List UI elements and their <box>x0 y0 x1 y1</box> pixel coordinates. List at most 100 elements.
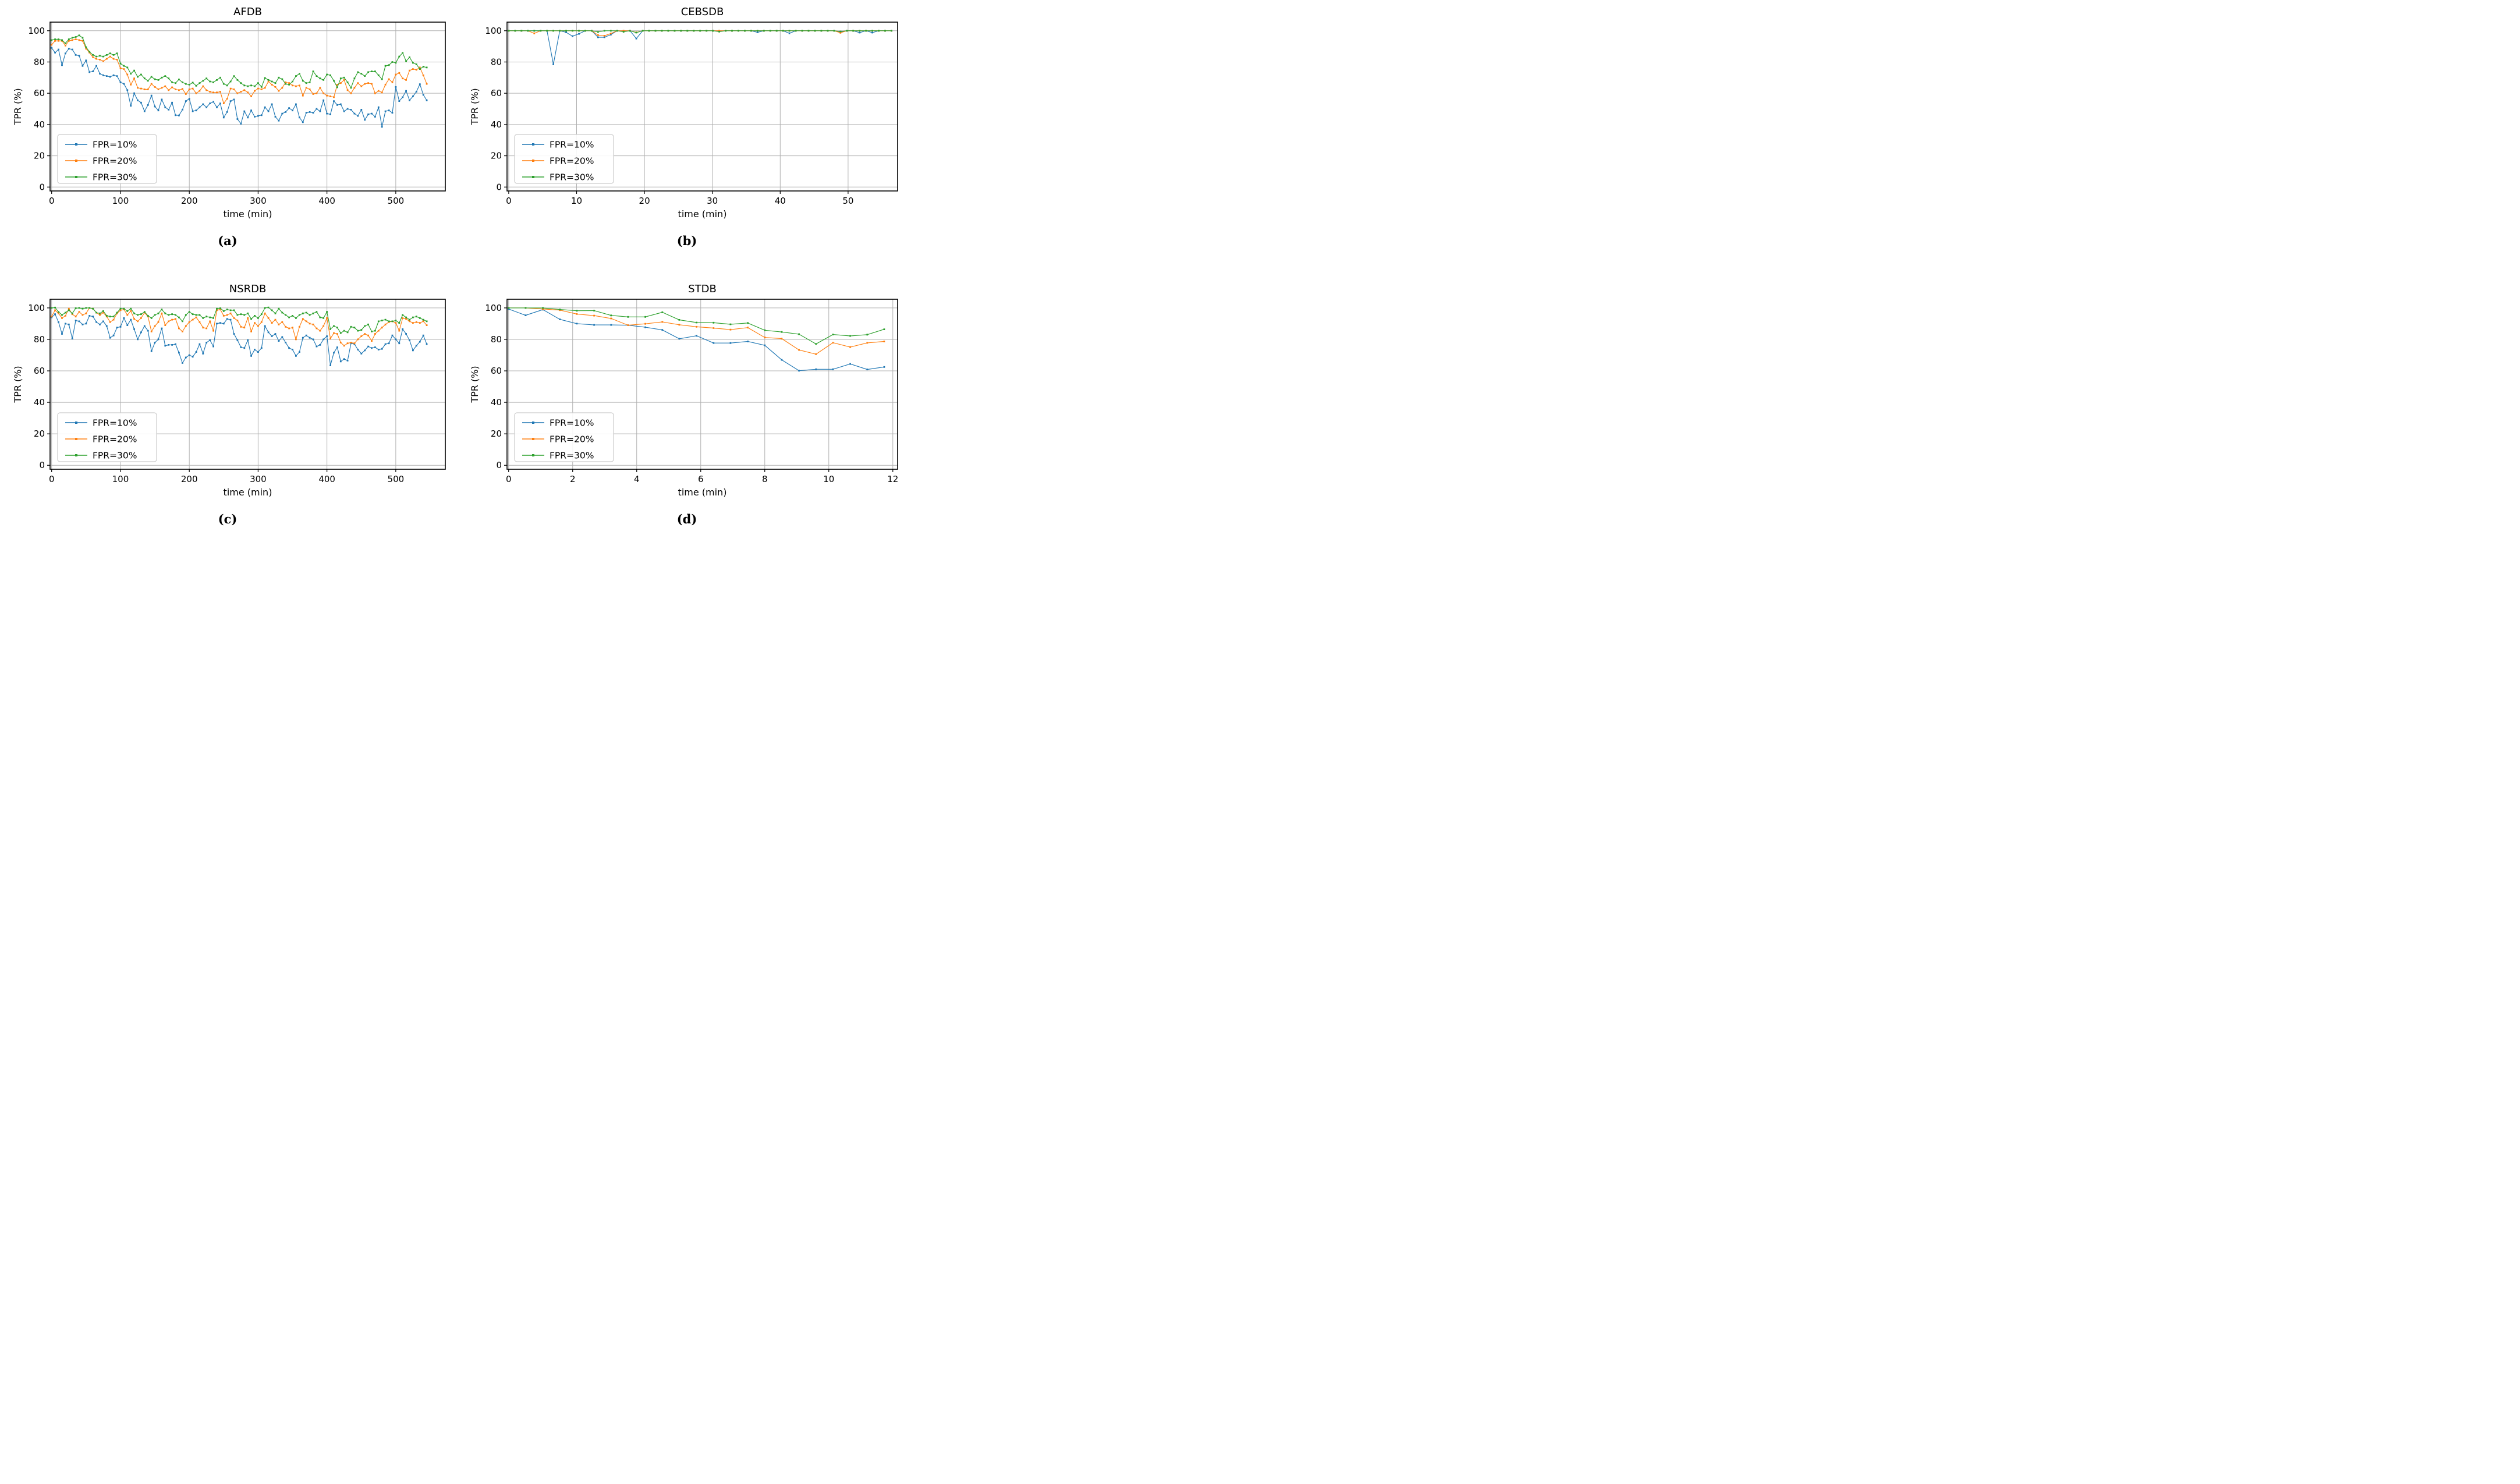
plot-frame <box>49 22 446 192</box>
series-markers-FPR=10% <box>508 308 885 372</box>
x-axis-label: time (min) <box>224 487 272 498</box>
legend-label: FPR=30% <box>93 172 137 183</box>
legend-marker <box>532 438 534 440</box>
x-tick-label: 200 <box>181 196 198 206</box>
legend: FPR=10% FPR=20% FPR=30% <box>514 412 614 462</box>
y-tick-label: 0 <box>39 460 45 470</box>
y-tick-label: 40 <box>34 397 45 408</box>
series-line-FPR=20% <box>508 307 884 355</box>
plot-frame <box>49 299 446 470</box>
plot-frame <box>506 22 898 192</box>
legend-label: FPR=20% <box>93 434 137 445</box>
legend-box <box>514 412 614 462</box>
y-tick-label: 60 <box>491 88 502 98</box>
y-axis-label: TPR (%) <box>12 366 23 403</box>
x-tick-label: 20 <box>639 196 650 206</box>
legend-label: FPR=10% <box>93 140 137 150</box>
panel-title: AFDB <box>233 6 262 18</box>
plot-frame <box>506 299 898 470</box>
x-tick-label: 0 <box>49 474 55 484</box>
series-markers-FPR=30% <box>51 34 428 89</box>
y-tick-label: 100 <box>485 303 502 313</box>
legend-marker <box>75 422 77 424</box>
legend: FPR=10% FPR=20% FPR=30% <box>57 134 157 184</box>
y-tick-label: 0 <box>496 460 502 470</box>
legend-marker <box>75 160 77 162</box>
x-tick-label: 400 <box>318 474 335 484</box>
series-line-FPR=20% <box>51 307 427 346</box>
series-markers-FPR=20% <box>508 307 885 355</box>
legend-marker <box>75 176 77 178</box>
x-tick-label: 10 <box>823 474 834 484</box>
y-tick-label: 40 <box>491 119 502 130</box>
panel-title: NSRDB <box>229 283 267 295</box>
legend-marker <box>532 143 534 146</box>
legend-label: FPR=10% <box>93 418 137 428</box>
y-tick-label: 20 <box>34 428 45 439</box>
y-tick-label: 40 <box>491 397 502 408</box>
x-tick-label: 30 <box>707 196 718 206</box>
y-tick-label: 20 <box>491 428 502 439</box>
y-tick-label: 100 <box>28 303 45 313</box>
legend-label: FPR=30% <box>550 172 594 183</box>
legend-marker <box>75 438 77 440</box>
y-tick-label: 20 <box>491 151 502 161</box>
series-line-FPR=30% <box>51 35 427 89</box>
x-tick-label: 200 <box>181 474 198 484</box>
x-tick-label: 300 <box>250 474 267 484</box>
x-tick-label: 6 <box>698 474 704 484</box>
x-tick-label: 40 <box>775 196 786 206</box>
x-tick-label: 8 <box>762 474 768 484</box>
legend-box <box>57 412 157 462</box>
y-tick-label: 0 <box>496 182 502 192</box>
y-tick-label: 60 <box>34 366 45 376</box>
x-tick-label: 4 <box>634 474 640 484</box>
y-tick-label: 80 <box>491 334 502 345</box>
y-axis-label: TPR (%) <box>469 88 480 125</box>
legend-label: FPR=30% <box>93 451 137 461</box>
y-tick-label: 80 <box>34 334 45 345</box>
x-tick-label: 400 <box>318 196 335 206</box>
series-line-FPR=30% <box>508 307 885 345</box>
legend-marker <box>532 454 534 456</box>
legend-box <box>514 134 614 184</box>
x-tick-label: 500 <box>388 196 405 206</box>
panel-caption: (c) <box>218 512 238 526</box>
x-tick-label: 2 <box>570 474 576 484</box>
y-tick-label: 40 <box>34 119 45 130</box>
series-line-FPR=10% <box>51 47 427 127</box>
legend: FPR=10% FPR=20% FPR=30% <box>57 412 157 462</box>
series-line-FPR=10% <box>508 309 884 371</box>
legend-marker <box>75 143 77 146</box>
panel-d: 0 2 4 6 8 10 12 0 20 40 60 80 100 STDB time (min) TPR (… <box>469 283 898 526</box>
series-markers-FPR=30% <box>508 30 892 34</box>
series-line-FPR=10% <box>51 313 427 366</box>
series-line-FPR=10% <box>508 30 892 65</box>
y-tick-label: 20 <box>34 151 45 161</box>
y-tick-label: 80 <box>34 56 45 67</box>
legend-label: FPR=30% <box>550 451 594 461</box>
y-tick-label: 80 <box>491 56 502 67</box>
x-tick-label: 50 <box>842 196 853 206</box>
panel-title: CEBSDB <box>681 6 724 18</box>
panel-caption: (b) <box>677 233 697 248</box>
panel-c: 0 100 200 300 400 500 0 20 40 60 80 100 NSRDB time (m… <box>12 283 446 526</box>
x-tick-label: 0 <box>49 196 55 206</box>
panel-a: 0 100 200 300 400 500 0 20 40 60 80 100 AFDB time (mi… <box>12 6 446 248</box>
panel-title: STDB <box>688 283 717 295</box>
panel-caption: (a) <box>218 233 237 248</box>
x-axis-label: time (min) <box>678 208 727 219</box>
y-tick-label: 0 <box>39 182 45 192</box>
y-axis-label: TPR (%) <box>12 88 23 125</box>
legend-marker <box>532 160 534 162</box>
x-axis-label: time (min) <box>678 487 727 498</box>
series-markers-FPR=10% <box>508 30 892 65</box>
series-markers-FPR=10% <box>51 313 428 366</box>
x-tick-label: 0 <box>506 474 512 484</box>
y-tick-label: 60 <box>491 366 502 376</box>
x-tick-label: 0 <box>506 196 512 206</box>
y-tick-label: 60 <box>34 88 45 98</box>
legend-label: FPR=20% <box>550 156 594 167</box>
legend-label: FPR=20% <box>93 156 137 167</box>
